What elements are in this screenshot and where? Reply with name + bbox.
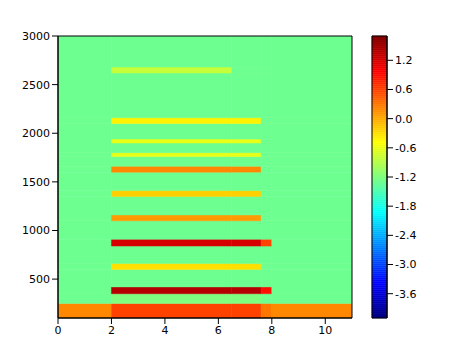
svg-text:6: 6 [215, 324, 222, 337]
svg-text:0.0: 0.0 [395, 113, 413, 126]
svg-text:0.6: 0.6 [395, 83, 413, 96]
svg-text:2500: 2500 [22, 79, 50, 92]
svg-text:2000: 2000 [22, 127, 50, 140]
svg-text:-0.6: -0.6 [395, 142, 416, 155]
svg-text:2: 2 [108, 324, 115, 337]
svg-text:-1.8: -1.8 [395, 200, 416, 213]
svg-text:-2.4: -2.4 [395, 229, 416, 242]
svg-text:8: 8 [268, 324, 275, 337]
svg-text:1500: 1500 [22, 176, 50, 189]
svg-text:0: 0 [55, 324, 62, 337]
svg-text:10: 10 [318, 324, 332, 337]
svg-text:1.2: 1.2 [395, 54, 413, 67]
svg-text:1000: 1000 [22, 224, 50, 237]
svg-text:4: 4 [161, 324, 168, 337]
svg-text:-1.2: -1.2 [395, 171, 416, 184]
svg-text:-3.0: -3.0 [395, 258, 416, 271]
svg-text:-3.6: -3.6 [395, 288, 416, 301]
svg-text:3000: 3000 [22, 30, 50, 43]
svg-text:500: 500 [29, 273, 50, 286]
